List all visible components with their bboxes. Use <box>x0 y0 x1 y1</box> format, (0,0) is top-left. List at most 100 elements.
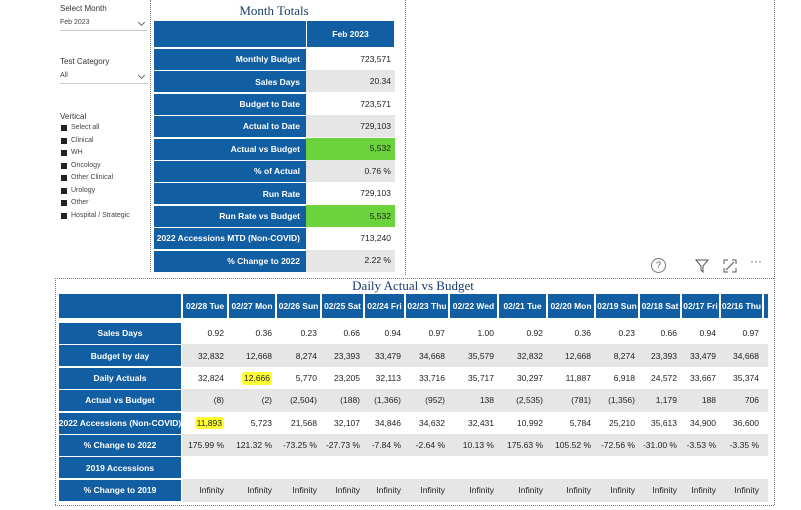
value-cell: 10,992 <box>498 411 547 435</box>
value-cell: 35,374 <box>720 366 763 390</box>
row-label: Run Rate vs Budget <box>153 204 307 228</box>
row-label: Actual to Date <box>153 115 307 139</box>
cell-value: (1,356) <box>608 395 635 406</box>
value-cell: 25,210 <box>595 411 639 435</box>
cell-value: 0.94 <box>699 328 716 339</box>
cell-value: 8,274 <box>613 350 635 361</box>
value-cell: 105.52 % <box>547 434 595 457</box>
cell-value: (2) <box>261 395 272 406</box>
cell-value: 32,107 <box>334 417 360 428</box>
cell-value: 36,600 <box>733 417 759 428</box>
cell-value: 24,572 <box>651 373 677 384</box>
cell-value: 175.63 % <box>507 440 543 451</box>
month-dropdown[interactable]: Feb 2023 <box>60 16 148 31</box>
value-cell: -7.84 % <box>364 434 405 457</box>
value-cell <box>763 411 768 435</box>
row-label: Daily Actuals <box>58 366 182 390</box>
row-label: % of Actual <box>153 160 307 183</box>
slicer-item[interactable]: Clinical <box>61 135 94 147</box>
help-icon[interactable]: ? <box>651 258 666 273</box>
value-cell: 0.36 <box>547 322 595 345</box>
slicer-item[interactable]: Oncology <box>61 160 101 172</box>
value-cell: Infinity <box>321 478 364 502</box>
cell-value: 706 <box>744 395 759 406</box>
row-label: % Change to 2022 <box>58 434 182 457</box>
cell-value: (781) <box>571 395 591 406</box>
slicer-item[interactable]: Other Clinical <box>61 172 113 184</box>
cell-value: Infinity <box>420 485 445 496</box>
column-header: 02/18 Sat <box>639 293 681 319</box>
value-cell: 32,431 <box>449 411 498 435</box>
cell-value: 0.92 <box>207 328 224 339</box>
value-cell: 138 <box>449 389 498 413</box>
cell-value: -27.73 % <box>325 440 360 451</box>
value-cell <box>364 456 405 480</box>
value-cell: (8) <box>182 389 228 413</box>
slicer-item[interactable]: Hospital / Strategic <box>61 210 130 222</box>
cell-value: -2.64 % <box>415 440 445 451</box>
value-cell: 175.99 % <box>182 434 228 457</box>
value-cell: 34,668 <box>405 344 449 368</box>
value-cell: Infinity <box>639 478 681 502</box>
column-header: 02/22 Wed <box>449 293 498 319</box>
value-cell: 0.92 <box>182 322 228 345</box>
cell-value: Infinity <box>610 485 635 496</box>
slicer-item[interactable]: WH <box>61 147 83 159</box>
value-cell: 33,479 <box>364 344 405 368</box>
cell-value: 0.66 <box>660 328 677 339</box>
slicer-item[interactable]: Other <box>61 197 89 209</box>
value-cell: 34,900 <box>681 411 720 435</box>
cell-value: (188) <box>340 395 360 406</box>
value-cell <box>639 456 681 480</box>
cell-value: 5,784 <box>569 417 591 428</box>
slicer-title: Test Category <box>60 57 110 66</box>
cell-value: 5,770 <box>295 373 317 384</box>
value-cell: (1,356) <box>595 389 639 413</box>
cell-value: 34,668 <box>733 350 759 361</box>
value-cell: 35,613 <box>639 411 681 435</box>
slicer-item[interactable]: Urology <box>61 185 95 197</box>
value-cell: 5,532 <box>306 137 395 161</box>
filter-icon[interactable] <box>695 259 709 273</box>
value-cell <box>681 456 720 480</box>
cell-value: Infinity <box>734 485 759 496</box>
cell-value: (8) <box>213 395 224 406</box>
value-cell: 24,572 <box>639 366 681 390</box>
divider <box>774 0 775 505</box>
cell-value: (2,504) <box>290 395 317 406</box>
value-cell: 0.23 <box>276 322 321 345</box>
more-icon[interactable]: ··· <box>750 254 762 268</box>
cell-value: 12,668 <box>565 350 591 361</box>
cell-value: Infinity <box>691 485 716 496</box>
value-cell: (1,366) <box>364 389 405 413</box>
column-header: 02/19 Sun <box>595 293 639 319</box>
focus-icon[interactable] <box>723 259 737 273</box>
cell-value: 23,205 <box>334 373 360 384</box>
daily-title: Daily Actual vs Budget <box>352 278 474 293</box>
slicer-item[interactable]: Select all <box>61 122 99 134</box>
value-cell: 5,723 <box>228 411 276 435</box>
value-cell: 0.94 <box>364 322 405 345</box>
row-label: Actual vs Budget <box>153 137 307 161</box>
row-label: Monthly Budget <box>153 48 307 71</box>
value-cell: 188 <box>681 389 720 413</box>
value-cell: (781) <box>547 389 595 413</box>
column-header: 02/27 Mon <box>228 293 276 319</box>
value-cell: 5,770 <box>276 366 321 390</box>
value-cell: Infinity <box>720 478 763 502</box>
visual-border <box>55 505 774 506</box>
value-cell: 0.97 <box>405 322 449 345</box>
value-cell: Infinity <box>182 478 228 502</box>
value-cell: 0.66 <box>321 322 364 345</box>
value-cell: 6,918 <box>595 366 639 390</box>
value-cell: 23,205 <box>321 366 364 390</box>
row-label: 2022 Accessions (Non-COVID) <box>58 411 182 435</box>
category-dropdown[interactable]: All <box>60 69 148 84</box>
value-cell <box>276 456 321 480</box>
cell-value: 0.36 <box>255 328 272 339</box>
cell-value: Infinity <box>247 485 272 496</box>
value-cell: 36,600 <box>720 411 763 435</box>
value-cell: 12,668 <box>228 344 276 368</box>
value-cell: 33,479 <box>681 344 720 368</box>
row-label: Budget by day <box>58 344 182 368</box>
